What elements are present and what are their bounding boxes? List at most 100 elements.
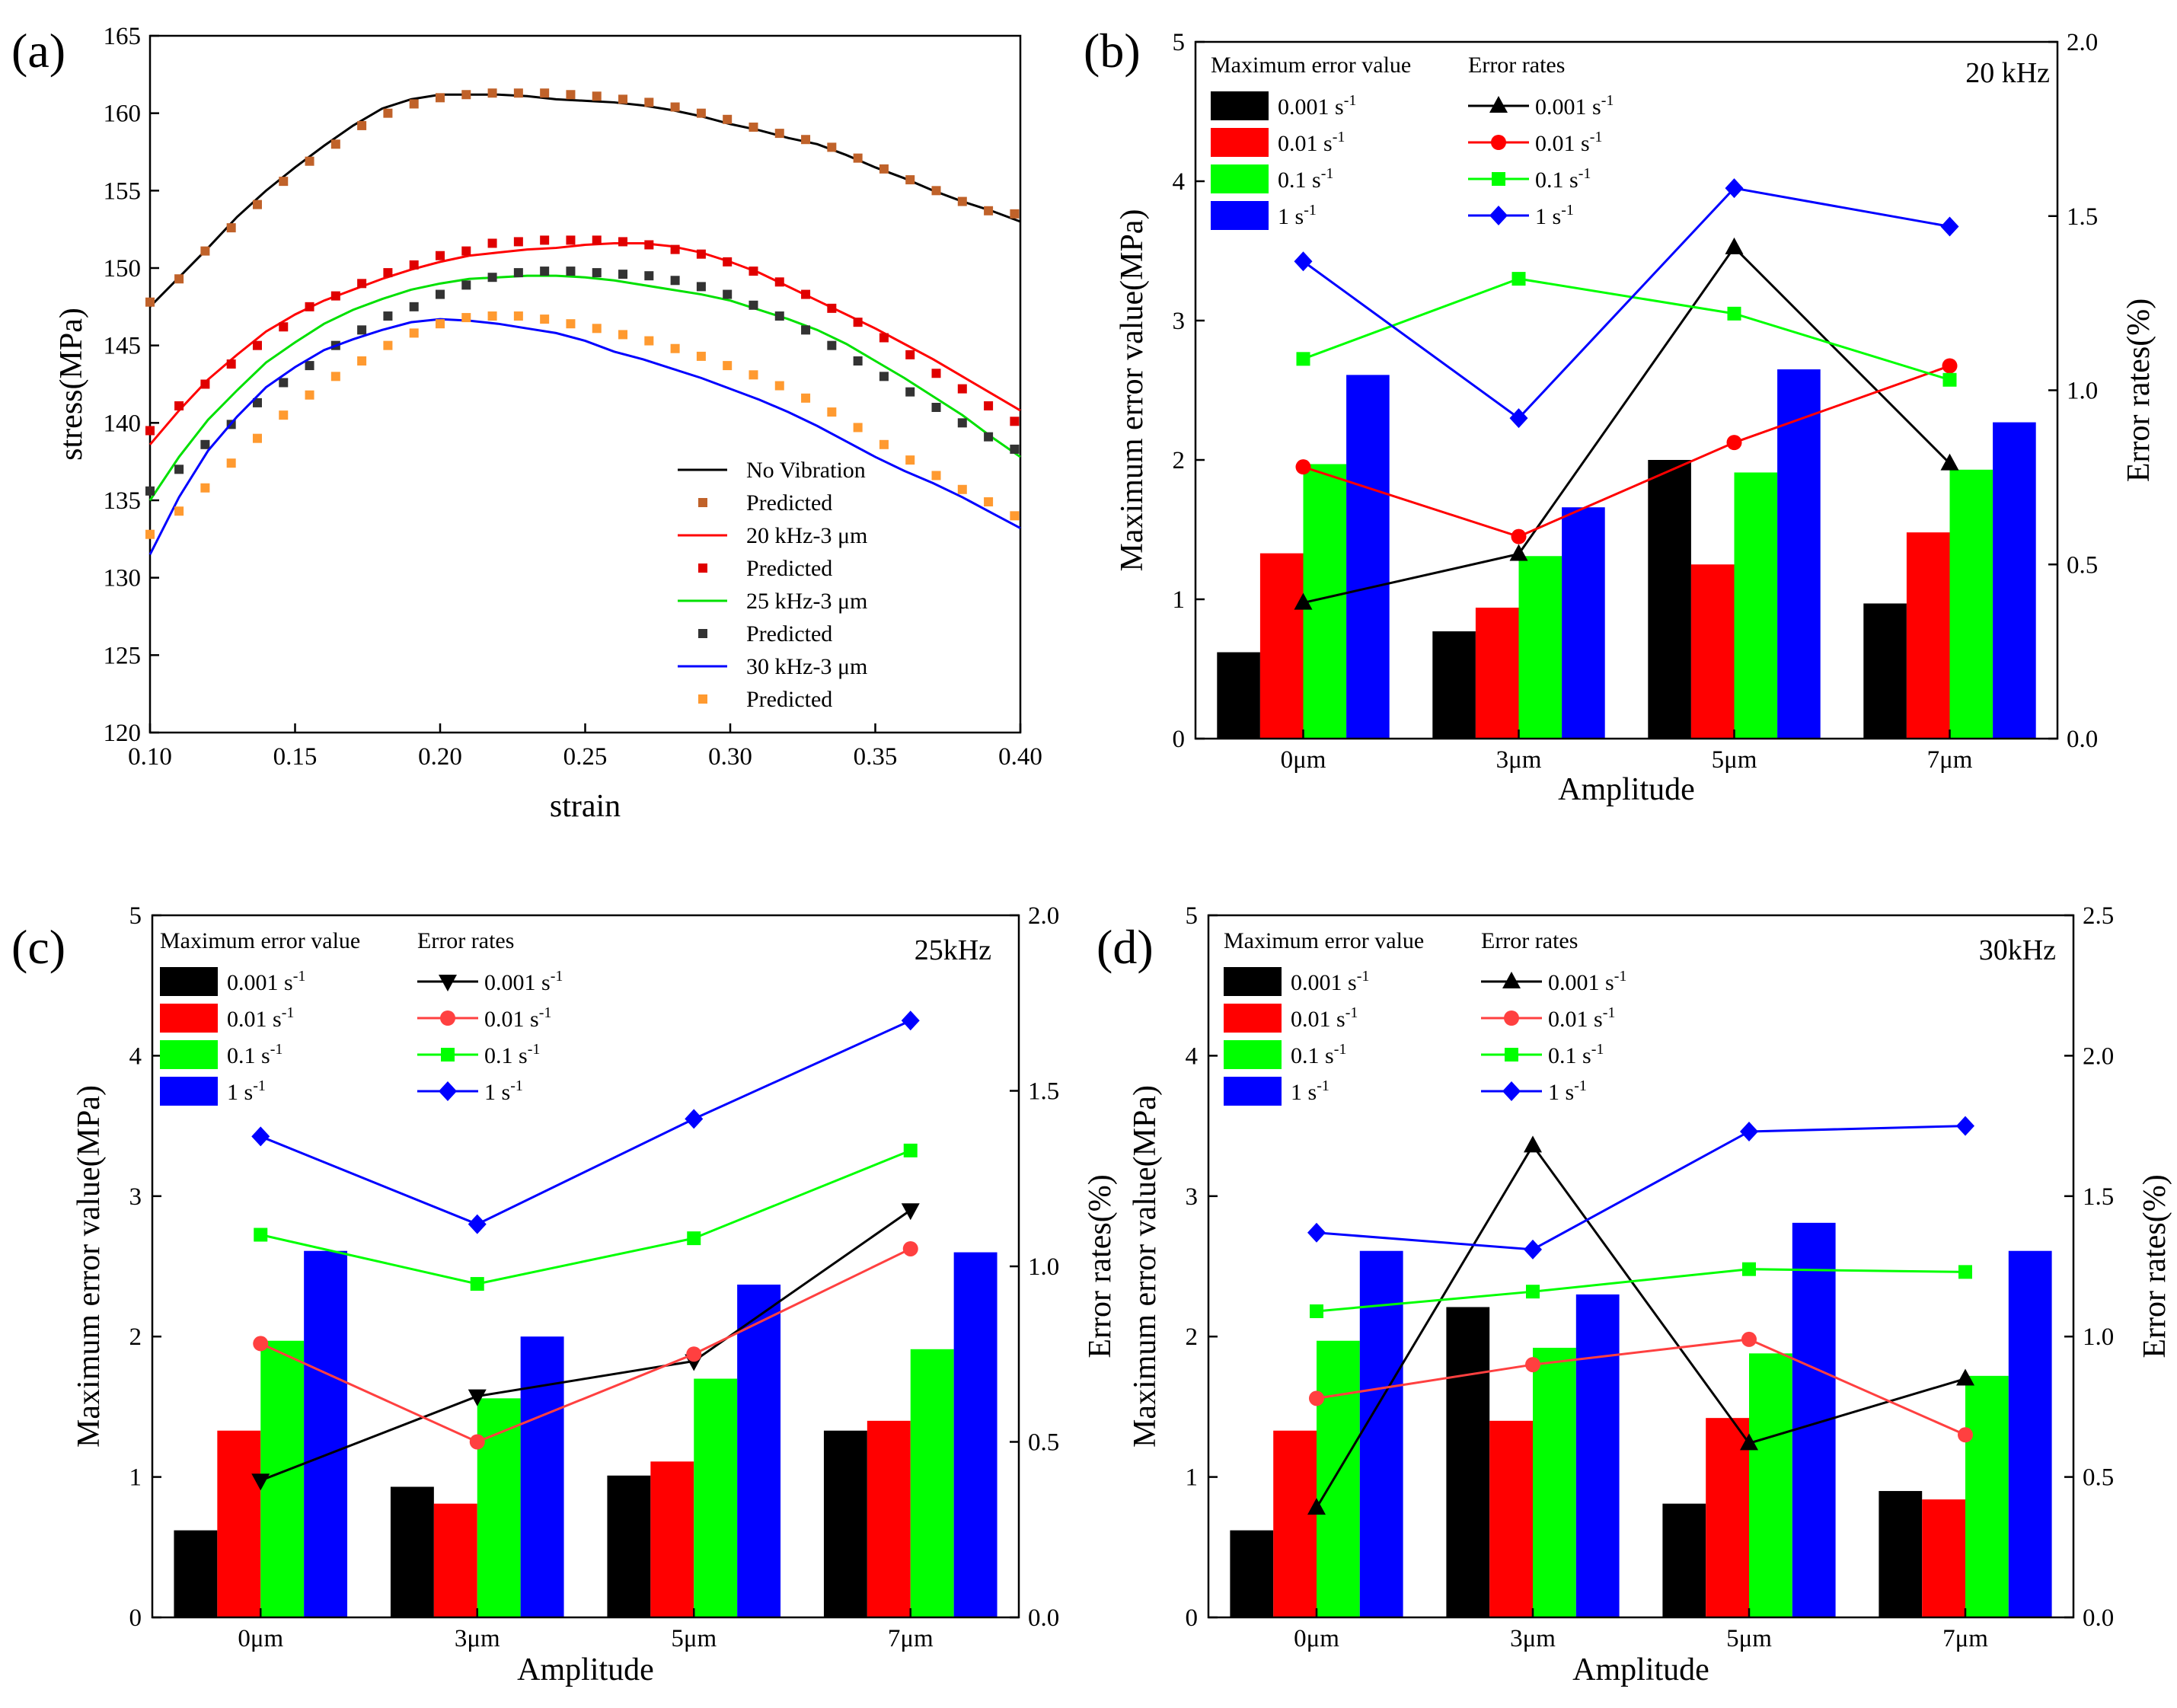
x-tick-label: 0μm	[1281, 746, 1326, 774]
y2-tick-label: 0.5	[2083, 1464, 2114, 1492]
x-axis-title: strain	[550, 789, 621, 824]
legend-line-label: 0.1 s-1	[1548, 1041, 1604, 1068]
data-point-5	[200, 439, 210, 449]
rate-marker-0_001-0	[1307, 1498, 1326, 1515]
data-point-3	[200, 379, 210, 389]
legend-line-label: 1 s-1	[484, 1077, 523, 1105]
bar-0_001-0	[174, 1530, 218, 1617]
bar-0_01-2	[1690, 564, 1735, 739]
legend-label: Predicted	[746, 556, 832, 581]
data-point-7	[145, 529, 155, 539]
rate-line-0_1	[1302, 277, 1950, 382]
legend-line-marker	[1502, 972, 1521, 988]
rate-marker-1-2	[1725, 178, 1744, 199]
data-point-3	[540, 235, 550, 245]
data-point-5	[566, 267, 576, 276]
data-point-7	[801, 393, 811, 403]
y-tick-label: 2	[129, 1323, 142, 1351]
x-tick-label: 5μm	[1712, 746, 1757, 774]
data-point-3	[827, 303, 837, 313]
rate-marker-0_01-3	[1958, 1427, 1973, 1443]
bar-0_001-2	[607, 1475, 651, 1617]
rate-marker-0_1-2	[687, 1231, 701, 1246]
data-point-1	[905, 175, 915, 185]
legend-bar-swatch	[160, 1040, 218, 1069]
y-tick-label: 2	[1173, 447, 1186, 474]
rate-marker-0_001-3	[1940, 453, 1959, 471]
legend-label: 20 kHz-3 μm	[746, 523, 867, 548]
rate-line-0_001	[1315, 1143, 1966, 1508]
data-point-3	[513, 237, 523, 247]
data-point-7	[723, 361, 733, 371]
legend-point-swatch	[698, 629, 707, 638]
x-tick-label: 3μm	[1510, 1625, 1556, 1652]
bar-0_001-1	[1432, 631, 1476, 739]
y-tick-label: 3	[129, 1183, 142, 1211]
legend-bar-label: 1 s-1	[227, 1077, 266, 1105]
bar-1-3	[1993, 422, 2036, 739]
data-point-5	[145, 486, 155, 496]
data-point-3	[226, 359, 236, 369]
data-point-3	[279, 322, 289, 332]
rate-marker-1-2	[1740, 1121, 1758, 1141]
data-point-5	[931, 403, 941, 412]
series-line-6	[148, 318, 1021, 555]
bar-0_1-1	[1518, 556, 1563, 739]
panel-a: (a) 0.10 0.15 0.20 0.25 0.30 0.35 0.40 120 125 130…	[11, 23, 1042, 824]
data-point-7	[853, 423, 863, 433]
legend-point-swatch	[698, 563, 707, 573]
data-point-1	[252, 200, 262, 209]
data-point-7	[566, 319, 576, 329]
data-point-1	[618, 94, 628, 104]
data-point-3	[774, 277, 784, 287]
legend-line-marker	[440, 1010, 455, 1026]
data-point-5	[853, 356, 863, 366]
data-point-3	[357, 279, 367, 289]
rate-line-0_1	[260, 1149, 911, 1285]
y2-tick-label: 0.0	[2083, 1604, 2114, 1632]
bar-0_001-3	[1879, 1491, 1923, 1617]
data-point-3	[801, 289, 811, 299]
legend-label: Predicted	[746, 687, 832, 712]
legend-bar-swatch	[1211, 201, 1269, 230]
data-point-3	[145, 426, 155, 436]
legend-bar-swatch	[1211, 128, 1269, 157]
data-point-5	[174, 465, 184, 474]
data-point-7	[174, 506, 184, 516]
y-tick-label: 145	[104, 333, 142, 360]
legend-label: 30 kHz-3 μm	[746, 654, 867, 679]
legend-line-label: 0.01 s-1	[1535, 129, 1602, 156]
rate-marker-0_01-3	[1942, 358, 1958, 374]
x-tick-label: 0.40	[998, 743, 1042, 771]
rate-marker-0_01-3	[902, 1240, 918, 1256]
y2-tick-label: 1.5	[2083, 1183, 2114, 1211]
legend-head-lines: Error rates	[417, 928, 514, 953]
y-tick-label: 1	[1173, 586, 1186, 614]
rate-marker-0_1-1	[470, 1277, 484, 1291]
data-point-7	[279, 410, 289, 420]
data-point-1	[461, 90, 471, 100]
y2-tick-label: 1.5	[2067, 203, 2098, 231]
bar-0_001-3	[1863, 603, 1907, 739]
x-tick-label: 0.20	[418, 743, 462, 771]
legend-line-label: 0.1 s-1	[484, 1041, 540, 1068]
data-point-5	[409, 302, 419, 311]
rate-marker-0_001-3	[1956, 1368, 1974, 1386]
x-tick-label: 0μm	[238, 1625, 283, 1652]
data-point-7	[879, 439, 889, 449]
data-point-7	[931, 471, 941, 480]
panel-label: (d)	[1096, 920, 1154, 974]
y2-axis-title: Error rates(%)	[1083, 1174, 1118, 1358]
legend-line-marker	[1505, 1048, 1518, 1062]
x-axis-title: Amplitude	[1558, 772, 1695, 807]
data-point-7	[1010, 511, 1020, 521]
y2-tick-label: 2.0	[1028, 902, 1059, 930]
bar-0_01-1	[1475, 607, 1519, 739]
y-tick-label: 135	[104, 487, 142, 515]
bar-0_001-1	[390, 1486, 434, 1617]
legend-line-marker	[1504, 1010, 1519, 1026]
data-point-3	[174, 401, 184, 410]
y-tick-label: 4	[129, 1042, 142, 1070]
bar-1-2	[1777, 369, 1821, 739]
data-point-7	[383, 340, 393, 350]
